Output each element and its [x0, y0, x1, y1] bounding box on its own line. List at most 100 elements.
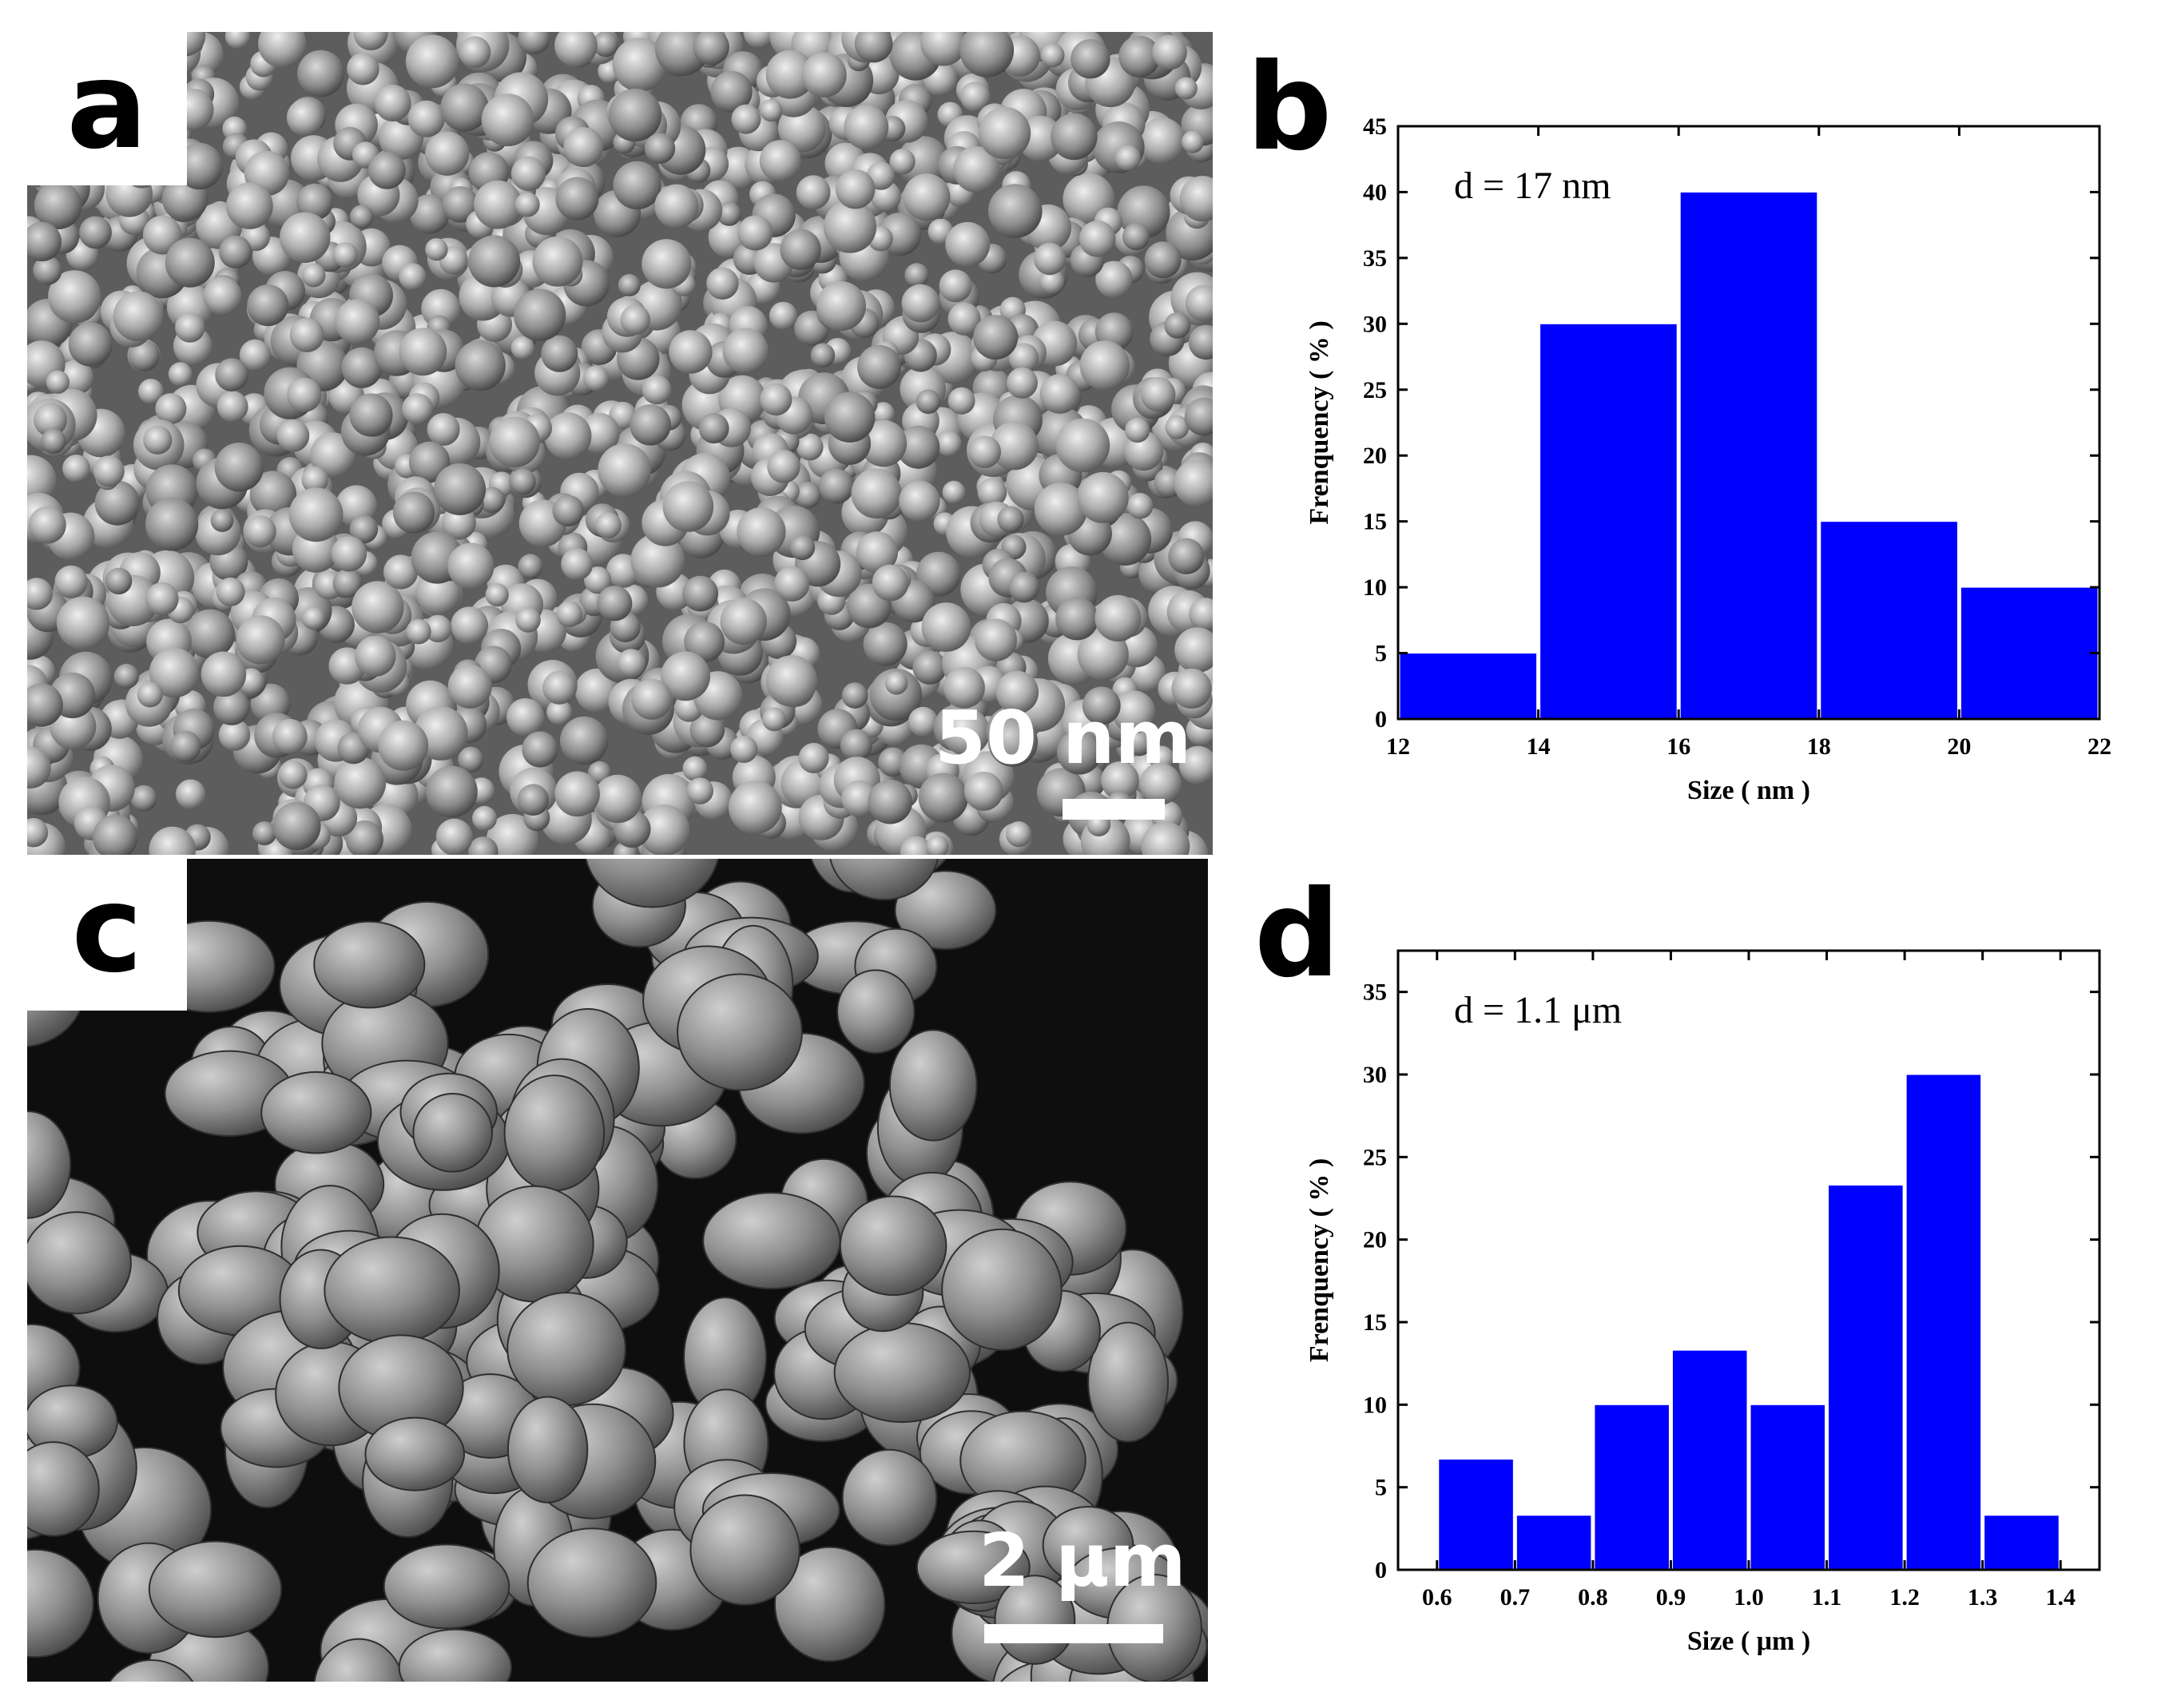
- sem-particle: [138, 379, 164, 404]
- sem-particle: [841, 1448, 938, 1547]
- sem-particle: [335, 299, 380, 344]
- sem-particle: [510, 336, 534, 360]
- sem-particle: [105, 567, 133, 594]
- sem-particle: [836, 169, 876, 209]
- sem-particle: [517, 784, 550, 816]
- sem-particle: [774, 566, 810, 602]
- y-tick-label: 35: [1363, 979, 1387, 1006]
- sem-particle: [765, 655, 818, 707]
- sem-particle: [796, 433, 824, 461]
- sem-particle: [341, 347, 383, 388]
- sem-particle: [1079, 340, 1130, 391]
- sem-particle: [352, 581, 404, 634]
- sem-particle: [518, 554, 543, 579]
- sem-particle: [1185, 284, 1213, 322]
- sem-particle: [654, 184, 699, 228]
- sem-particle: [409, 194, 450, 234]
- sem-particle: [447, 664, 492, 709]
- sem-particle: [1094, 594, 1142, 641]
- sem-particle: [642, 375, 672, 405]
- sem-particle: [27, 1441, 100, 1537]
- sem-particle: [1179, 176, 1213, 222]
- sem-particle: [941, 1228, 1063, 1352]
- sem-particle: [943, 666, 985, 709]
- histogram-bar: [1594, 1404, 1670, 1571]
- sem-particle: [896, 425, 940, 469]
- sem-particle: [1079, 220, 1116, 257]
- sem-particle: [844, 105, 889, 149]
- sem-particle: [1077, 471, 1129, 523]
- x-tick-label: 0.7: [1500, 1584, 1531, 1611]
- sem-particle: [332, 569, 362, 598]
- sem-particle: [916, 389, 941, 415]
- sem-particle: [367, 151, 406, 189]
- sem-particle: [247, 284, 289, 327]
- sem-particle: [203, 276, 242, 316]
- sem-particle: [630, 533, 685, 588]
- sem-particle: [34, 403, 67, 437]
- sem-particle: [1095, 260, 1133, 298]
- sem-particle: [613, 161, 661, 210]
- sem-particle: [514, 288, 566, 341]
- x-tick-label: 1.3: [1968, 1584, 1998, 1611]
- sem-particle: [1098, 513, 1152, 566]
- sem-particle: [987, 717, 1039, 767]
- sem-particle: [406, 619, 431, 645]
- sem-particle: [79, 216, 112, 249]
- scale-bar-label-c: 2 µm: [979, 1518, 1186, 1603]
- sem-particle: [27, 578, 53, 610]
- sem-particle: [608, 88, 662, 142]
- sem-particle: [56, 596, 110, 650]
- sem-particle: [1034, 483, 1088, 536]
- sem-particle: [27, 1548, 94, 1658]
- histogram-bar: [1671, 1349, 1748, 1571]
- sem-particle: [402, 393, 433, 425]
- sem-particle: [94, 480, 140, 526]
- sem-particle: [244, 515, 276, 548]
- sem-particle: [762, 707, 786, 732]
- histogram-bar: [1399, 653, 1538, 720]
- sem-particle: [978, 106, 1031, 160]
- histogram-bar: [1828, 1184, 1904, 1571]
- y-tick-label: 20: [1363, 443, 1387, 469]
- sem-particle: [409, 441, 451, 483]
- sem-particle: [856, 531, 898, 574]
- sem-particle: [908, 706, 939, 737]
- sem-particle: [977, 478, 1007, 507]
- sem-particle: [62, 455, 90, 483]
- sem-particle: [289, 317, 324, 352]
- sem-particle: [1141, 821, 1190, 855]
- histogram-bar: [1905, 1074, 1982, 1571]
- sem-particle: [249, 471, 296, 518]
- sem-particle: [236, 615, 285, 665]
- sem-particle: [1125, 417, 1150, 443]
- sem-particle: [239, 339, 271, 371]
- sem-particle: [169, 730, 201, 762]
- sem-particle: [54, 565, 88, 599]
- sem-particle: [857, 344, 901, 389]
- sem-particle: [894, 870, 997, 951]
- sem-particle: [730, 735, 758, 763]
- x-tick-label: 16: [1666, 733, 1690, 760]
- sem-particle: [737, 507, 786, 557]
- sem-particle: [731, 104, 761, 134]
- sem-particle: [542, 670, 577, 705]
- sem-particle: [618, 274, 641, 296]
- sem-particle: [926, 835, 949, 855]
- sem-particle: [426, 765, 478, 818]
- sem-particle: [595, 512, 622, 538]
- sem-particle: [149, 647, 200, 698]
- sem-particle: [585, 859, 719, 908]
- sem-particle: [920, 32, 967, 66]
- sem-particle: [1144, 241, 1182, 279]
- sem-particle: [130, 784, 157, 812]
- sem-particle: [479, 487, 505, 513]
- sem-particle: [378, 720, 429, 771]
- sem-particle: [27, 817, 49, 848]
- sem-particle: [506, 698, 545, 737]
- sem-particle: [840, 729, 872, 761]
- scale-bar-c: [984, 1624, 1163, 1643]
- sem-particle: [353, 32, 388, 51]
- sem-image-c: [27, 859, 1208, 1682]
- sem-particle: [1139, 763, 1182, 805]
